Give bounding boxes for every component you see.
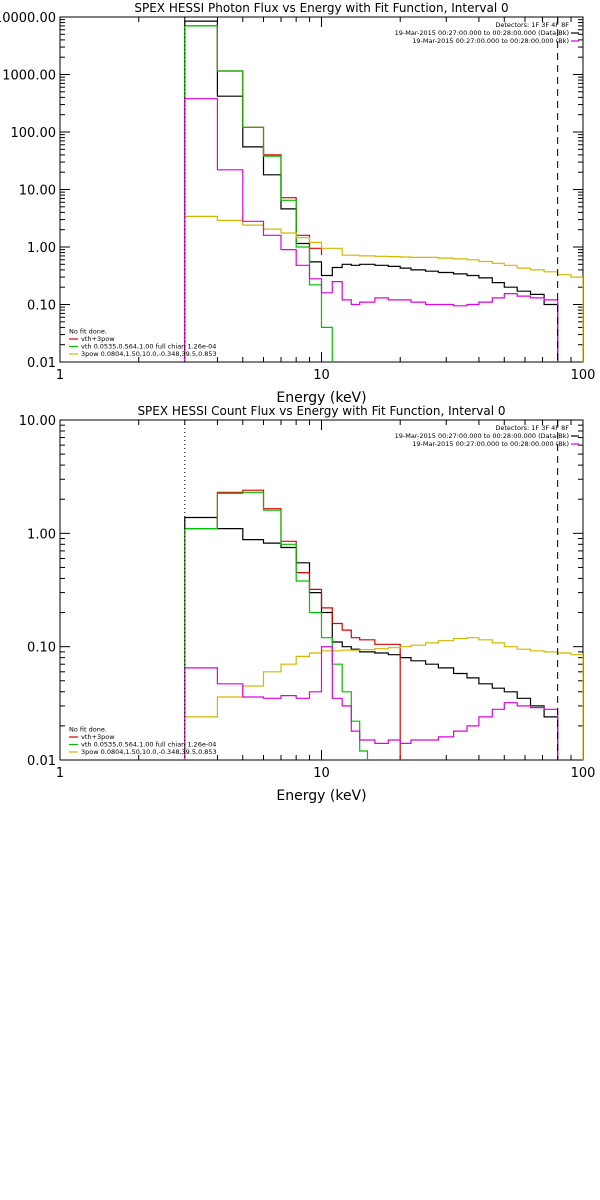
- y-tick-label: 0.01: [27, 754, 56, 769]
- series-group: [184, 20, 583, 362]
- series-line-vth+3pow: [184, 489, 401, 760]
- photon-flux-chart: SPEX HESSI Photon Flux vs Energy with Fi…: [0, 1, 595, 406]
- series-line-background: [184, 98, 559, 362]
- legend-entry: No fit done.: [69, 726, 107, 734]
- chart-title: SPEX HESSI Photon Flux vs Energy with Fi…: [134, 1, 508, 15]
- series-line-3pow: [184, 215, 583, 362]
- series-line-background: [184, 646, 559, 760]
- legend-entry: vth+3pow: [81, 733, 115, 741]
- x-tick-label: 10: [313, 368, 330, 383]
- chart-title: SPEX HESSI Count Flux vs Energy with Fit…: [137, 404, 505, 418]
- y-tick-label: 0.10: [27, 299, 56, 314]
- y-tick-label: 10.00: [19, 184, 56, 199]
- x-axis-label: Energy (keV): [276, 788, 366, 804]
- legend-entry: No fit done.: [69, 328, 107, 336]
- legend-entry: 3pow 0.0804,1.50,10.0,-0.348,39.5,0.853: [81, 350, 217, 358]
- x-tick-label: 10: [313, 766, 330, 781]
- x-axis: 1 10 100 Energy (keV): [56, 17, 596, 406]
- legend-entry: vth 0.0535,0.564,1.00 full chian 1.26e-0…: [81, 741, 216, 749]
- series-line-vth: [184, 25, 333, 362]
- x-tick-label: 100: [571, 368, 596, 383]
- y-tick-label: 0.01: [27, 356, 56, 371]
- y-axis: 0.01 0.10 1.00 10.00: [19, 414, 583, 769]
- legend-entry: 19-Mar-2015 00:27:00.000 to 00:28:00.000…: [412, 440, 569, 448]
- y-axis: 0.01 0.10 1.00 10.00 100.00 1000.00 10000.00: [0, 11, 583, 371]
- legend-entry: vth 0.0535,0.564,1.00 full chian 1.26e-0…: [81, 343, 216, 351]
- x-tick-label: 1: [56, 368, 64, 383]
- legend-entry: 19-Mar-2015 00:27:00.000 to 00:28:00.000…: [395, 29, 569, 37]
- legend-entry: 19-Mar-2015 00:27:00.000 to 00:28:00.000…: [395, 432, 569, 440]
- y-tick-label: 10000.00: [0, 11, 56, 26]
- y-tick-label: 0.10: [27, 641, 56, 656]
- legend-entry: vth+3pow: [81, 335, 115, 343]
- series-line-3pow: [184, 637, 583, 760]
- legend-entry: 19-Mar-2015 00:27:00.000 to 00:28:00.000…: [412, 37, 569, 45]
- legend-entry: Detectors: 1F 3F 4F 8F: [495, 21, 569, 29]
- y-tick-label: 1.00: [27, 527, 56, 542]
- series-line-vth: [184, 491, 369, 760]
- y-tick-label: 1.00: [27, 241, 56, 256]
- count-flux-chart: SPEX HESSI Count Flux vs Energy with Fit…: [19, 404, 596, 804]
- x-tick-label: 1: [56, 766, 64, 781]
- x-axis-label: Energy (keV): [276, 390, 366, 406]
- legend-entry: Detectors: 1F 3F 4F 8F: [495, 424, 569, 432]
- y-tick-label: 10.00: [19, 414, 56, 429]
- x-axis: 1 10 100 Energy (keV): [56, 420, 596, 804]
- y-tick-label: 100.00: [11, 126, 57, 141]
- series-line-data-minus-background: [184, 516, 559, 760]
- series-line-data-minus-background: [184, 20, 559, 362]
- x-tick-label: 100: [571, 766, 596, 781]
- series-line-vth+3pow: [184, 25, 323, 362]
- series-group: [184, 489, 583, 760]
- y-tick-label: 1000.00: [2, 69, 56, 84]
- legend-entry: 3pow 0.0804,1.50,10.0,-0.348,39.5,0.853: [81, 748, 217, 756]
